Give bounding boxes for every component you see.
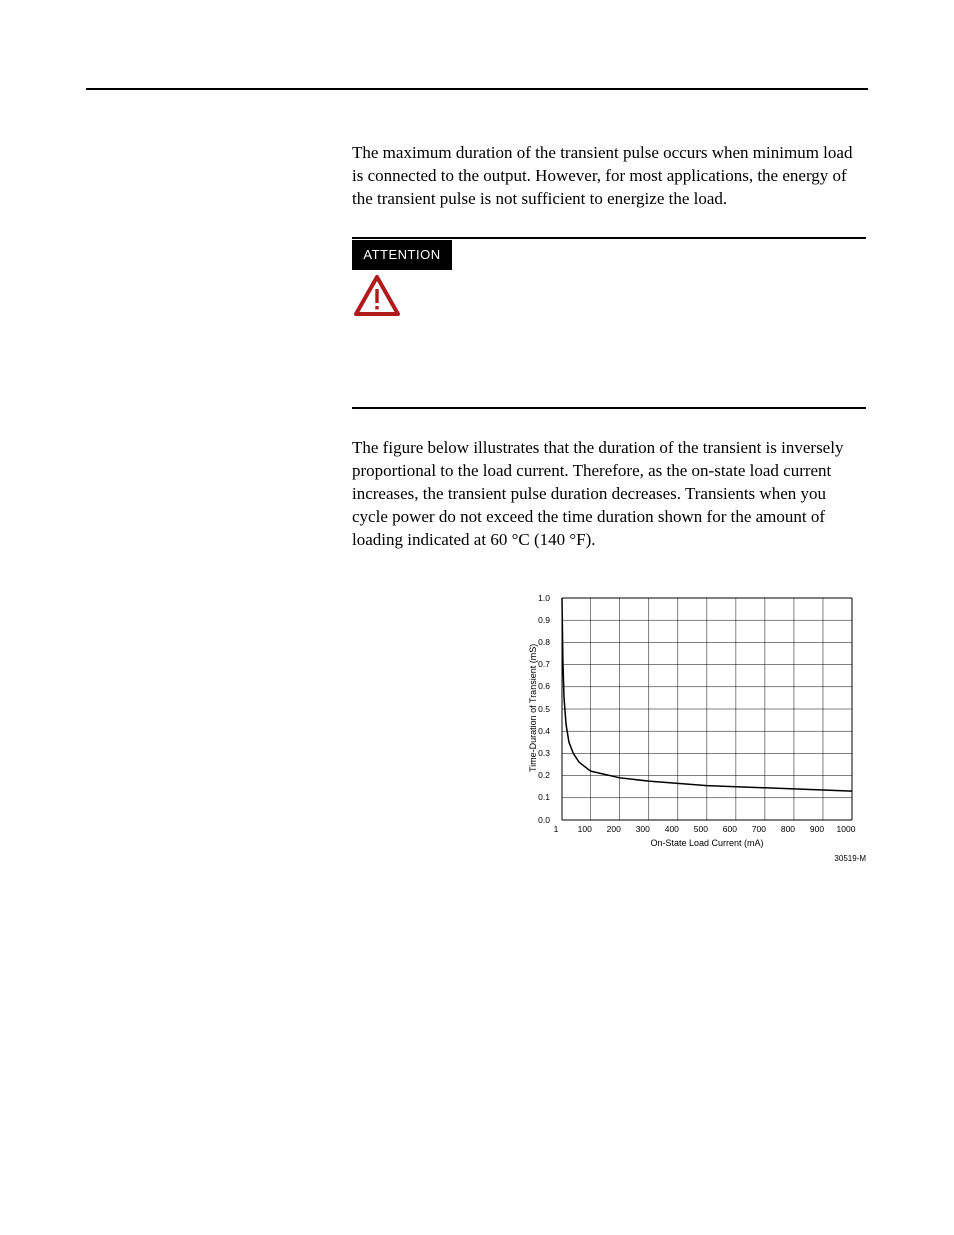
chart-y-tick: 0.3 bbox=[530, 748, 550, 758]
paragraph-1: The maximum duration of the transient pu… bbox=[352, 142, 866, 211]
chart-x-tick: 100 bbox=[575, 824, 595, 834]
top-rule bbox=[86, 88, 868, 90]
transient-duration-chart bbox=[514, 590, 866, 824]
paragraph-2: The figure below illustrates that the du… bbox=[352, 437, 866, 552]
chart-y-tick: 0.7 bbox=[530, 659, 550, 669]
chart-y-tick: 0.1 bbox=[530, 792, 550, 802]
chart-y-tick: 1.0 bbox=[530, 593, 550, 603]
chart-y-tick: 0.5 bbox=[530, 704, 550, 714]
chart-x-tick: 1000 bbox=[836, 824, 856, 834]
chart-x-tick: 200 bbox=[604, 824, 624, 834]
chart-y-tick: 0.2 bbox=[530, 770, 550, 780]
chart-x-axis-label: On-State Load Current (mA) bbox=[548, 838, 866, 848]
chart-x-tick: 900 bbox=[807, 824, 827, 834]
chart-reference-number: 30519-M bbox=[508, 854, 866, 863]
chart-x-tick: 700 bbox=[749, 824, 769, 834]
chart-x-tick: 400 bbox=[662, 824, 682, 834]
attention-block: ATTENTION bbox=[352, 237, 866, 409]
chart-container: Time-Duration of Transient (mS) 0.00.10.… bbox=[352, 590, 866, 863]
chart-x-tick: 1 bbox=[546, 824, 566, 834]
chart-y-tick: 0.9 bbox=[530, 615, 550, 625]
attention-bottom-rule bbox=[352, 407, 866, 409]
chart-x-tick: 800 bbox=[778, 824, 798, 834]
chart-y-tick: 0.8 bbox=[530, 637, 550, 647]
warning-triangle-icon bbox=[352, 274, 866, 323]
attention-top-rule bbox=[352, 237, 866, 239]
chart-x-tick: 500 bbox=[691, 824, 711, 834]
attention-label: ATTENTION bbox=[352, 240, 452, 270]
chart-y-tick: 0.4 bbox=[530, 726, 550, 736]
chart-x-tick: 300 bbox=[633, 824, 653, 834]
chart-y-tick: 0.6 bbox=[530, 681, 550, 691]
chart-x-tick: 600 bbox=[720, 824, 740, 834]
